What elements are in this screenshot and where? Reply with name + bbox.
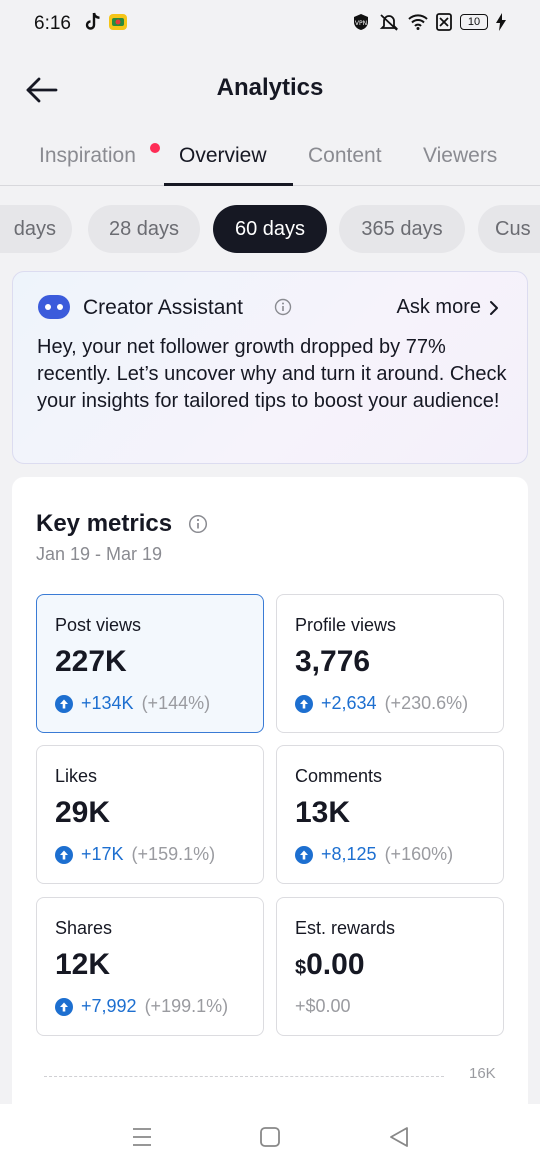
range-chip-custom[interactable]: Cus: [478, 205, 540, 253]
metric-change-percent: (+144%): [141, 693, 211, 713]
wifi-icon: [408, 14, 428, 30]
arrow-up-circle-icon: [55, 694, 73, 713]
app-notification-icon: [109, 14, 127, 30]
metric-value-amount: 0.00: [306, 948, 365, 981]
vpn-icon: VPN: [354, 14, 368, 30]
metric-label: Comments: [295, 766, 383, 786]
metric-value: 29K: [55, 796, 111, 829]
metric-change: +2,634 (+230.6%): [295, 693, 468, 714]
status-bar: 6:16 VPN: [0, 0, 540, 48]
back-triangle-icon[interactable]: [387, 1126, 411, 1148]
metric-label: Est. rewards: [295, 918, 396, 938]
creator-assistant-message: Hey, your net follower growth dropped by…: [37, 336, 507, 412]
tab-overview[interactable]: Overview: [179, 144, 267, 167]
tab-bar: Inspiration Overview Content Viewers: [0, 134, 540, 186]
metric-change: +7,992 (+199.1%): [55, 996, 228, 1017]
status-indicators: VPN 10: [352, 13, 506, 31]
date-range-selector: days 28 days 60 days 365 days Cus: [0, 205, 540, 255]
date-range-label: Jan 19 - Mar 19: [36, 544, 163, 564]
chevron-right-icon: [490, 300, 498, 315]
metric-label: Post views: [55, 615, 142, 635]
metric-change-percent: (+160%): [384, 844, 454, 864]
metric-change-value: +2,634: [321, 693, 377, 713]
tab-viewers[interactable]: Viewers: [423, 144, 498, 167]
range-chip-7-days[interactable]: days: [0, 205, 72, 253]
metric-change-percent: (+199.1%): [144, 996, 229, 1016]
range-chip-label: 28 days: [108, 217, 180, 240]
currency-symbol: $: [295, 957, 307, 979]
arrow-up-circle-icon: [55, 997, 73, 1016]
tab-inspiration[interactable]: Inspiration: [39, 144, 136, 167]
range-chip-28-days[interactable]: 28 days: [88, 205, 200, 253]
no-sim-icon: [436, 13, 452, 31]
metric-change-value: +$0.00: [295, 996, 351, 1016]
arrow-up-circle-icon: [295, 694, 313, 713]
metric-label: Shares: [55, 918, 113, 938]
range-chip-label: 365 days: [361, 217, 443, 240]
metric-value: 227K: [55, 645, 127, 678]
metric-label: Likes: [55, 766, 98, 786]
range-chip-label: Cus: [495, 217, 531, 240]
muted-bell-icon: [379, 14, 399, 31]
metric-post-views[interactable]: Post views 227K +134K (+144%): [36, 594, 264, 733]
arrow-up-circle-icon: [55, 845, 73, 864]
arrow-up-circle-icon: [295, 845, 313, 864]
chart-gridline: [44, 1076, 444, 1077]
status-app-icons: [84, 12, 128, 32]
metric-profile-views[interactable]: Profile views 3,776 +2,634 (+230.6%): [276, 594, 504, 733]
metric-value: $0.00: [295, 948, 365, 982]
metric-change: +134K (+144%): [55, 693, 210, 714]
creator-assistant-card[interactable]: Creator Assistant Ask more Hey, your net…: [12, 271, 528, 464]
metric-change-percent: (+159.1%): [131, 844, 216, 864]
tiktok-icon: [85, 12, 100, 30]
battery-level: 10: [467, 16, 481, 28]
info-icon[interactable]: [274, 298, 292, 316]
metric-likes[interactable]: Likes 29K +17K (+159.1%): [36, 745, 264, 884]
metric-change-value: +7,992: [81, 996, 137, 1016]
svg-text:VPN: VPN: [355, 20, 367, 27]
creator-assistant-icon: [38, 295, 70, 319]
page-title: Analytics: [216, 74, 324, 101]
ask-more-link[interactable]: Ask more: [397, 296, 499, 319]
metric-change: +17K (+159.1%): [55, 844, 215, 865]
header: Analytics: [0, 48, 540, 134]
notification-dot: [150, 143, 160, 153]
metric-shares[interactable]: Shares 12K +7,992 (+199.1%): [36, 897, 264, 1036]
metric-change-value: +8,125: [321, 844, 377, 864]
metric-change: +$0.00: [295, 996, 351, 1017]
metric-change-value: +17K: [81, 844, 124, 864]
metric-value: 3,776: [295, 645, 371, 678]
tab-content[interactable]: Content: [308, 144, 382, 167]
range-chip-label: days: [13, 217, 56, 240]
range-chip-label: 60 days: [234, 217, 306, 240]
status-time: 6:16: [34, 13, 71, 34]
metric-change: +8,125 (+160%): [295, 844, 453, 865]
info-icon[interactable]: [188, 514, 208, 534]
system-navigation-bar: [0, 1104, 540, 1170]
ask-more-label: Ask more: [396, 296, 481, 318]
active-tab-indicator: [164, 183, 293, 186]
creator-assistant-title: Creator Assistant: [83, 296, 243, 319]
metric-label: Profile views: [295, 615, 397, 635]
metric-est-rewards[interactable]: Est. rewards $0.00 +$0.00: [276, 897, 504, 1036]
metric-value: 12K: [55, 948, 111, 981]
range-chip-60-days[interactable]: 60 days: [213, 205, 327, 253]
home-icon[interactable]: [258, 1126, 282, 1148]
key-metrics-title: Key metrics: [36, 510, 173, 537]
back-arrow-icon[interactable]: [24, 72, 60, 108]
battery-icon: 10: [460, 14, 488, 30]
metric-change-percent: (+230.6%): [384, 693, 469, 713]
key-metrics-card: Key metrics Jan 19 - Mar 19 Post views 2…: [12, 477, 528, 1117]
recent-apps-icon[interactable]: [130, 1126, 154, 1148]
chart-y-tick-label: 16K: [469, 1065, 496, 1082]
charging-icon: [496, 13, 506, 31]
range-chip-365-days[interactable]: 365 days: [339, 205, 465, 253]
metric-change-value: +134K: [81, 693, 134, 713]
metric-comments[interactable]: Comments 13K +8,125 (+160%): [276, 745, 504, 884]
metric-value: 13K: [295, 796, 351, 829]
